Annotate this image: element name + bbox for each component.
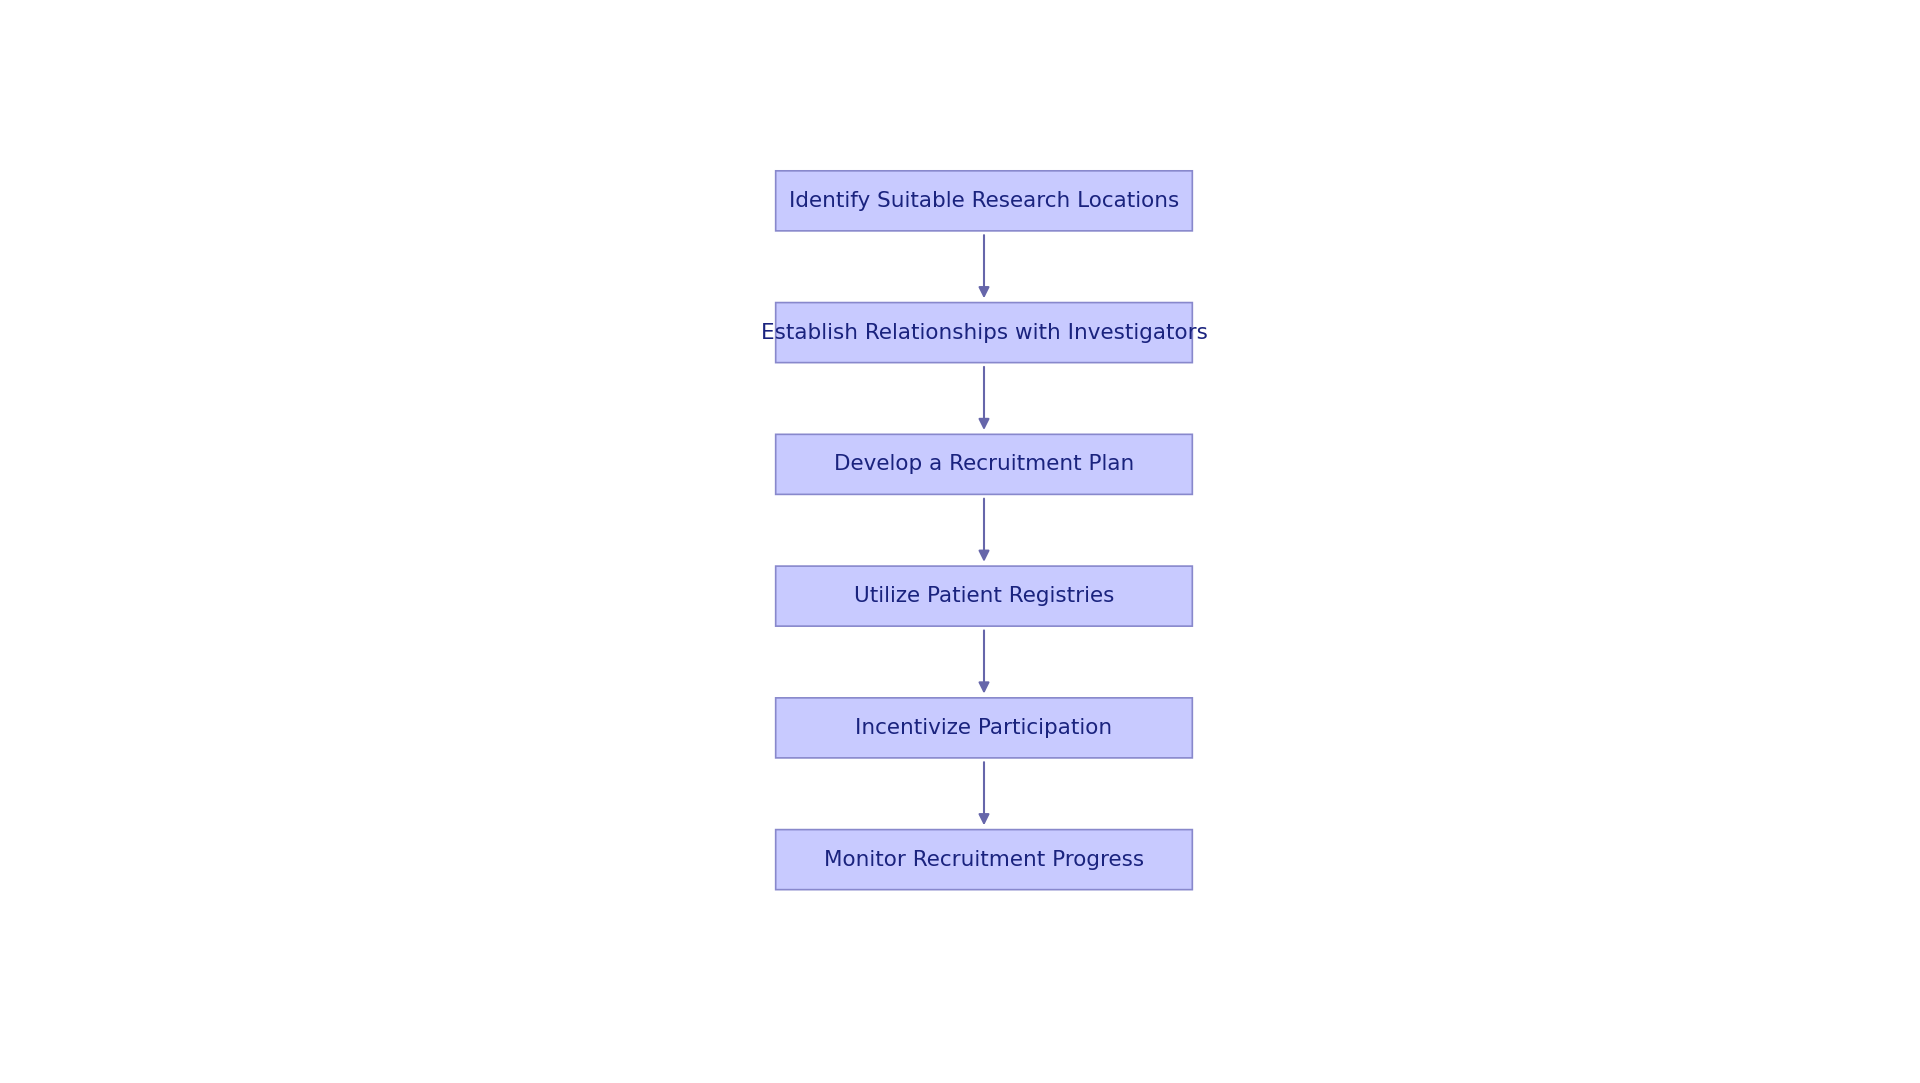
Text: Utilize Patient Registries: Utilize Patient Registries [854,586,1114,606]
Text: Incentivize Participation: Incentivize Participation [856,718,1112,738]
Text: Develop a Recruitment Plan: Develop a Recruitment Plan [833,455,1135,474]
FancyBboxPatch shape [776,171,1192,231]
FancyBboxPatch shape [776,830,1192,889]
FancyBboxPatch shape [776,566,1192,626]
FancyBboxPatch shape [776,434,1192,494]
Text: Establish Relationships with Investigators: Establish Relationships with Investigato… [760,323,1208,342]
Text: Monitor Recruitment Progress: Monitor Recruitment Progress [824,850,1144,870]
FancyBboxPatch shape [776,302,1192,363]
FancyBboxPatch shape [776,697,1192,758]
Text: Identify Suitable Research Locations: Identify Suitable Research Locations [789,191,1179,211]
